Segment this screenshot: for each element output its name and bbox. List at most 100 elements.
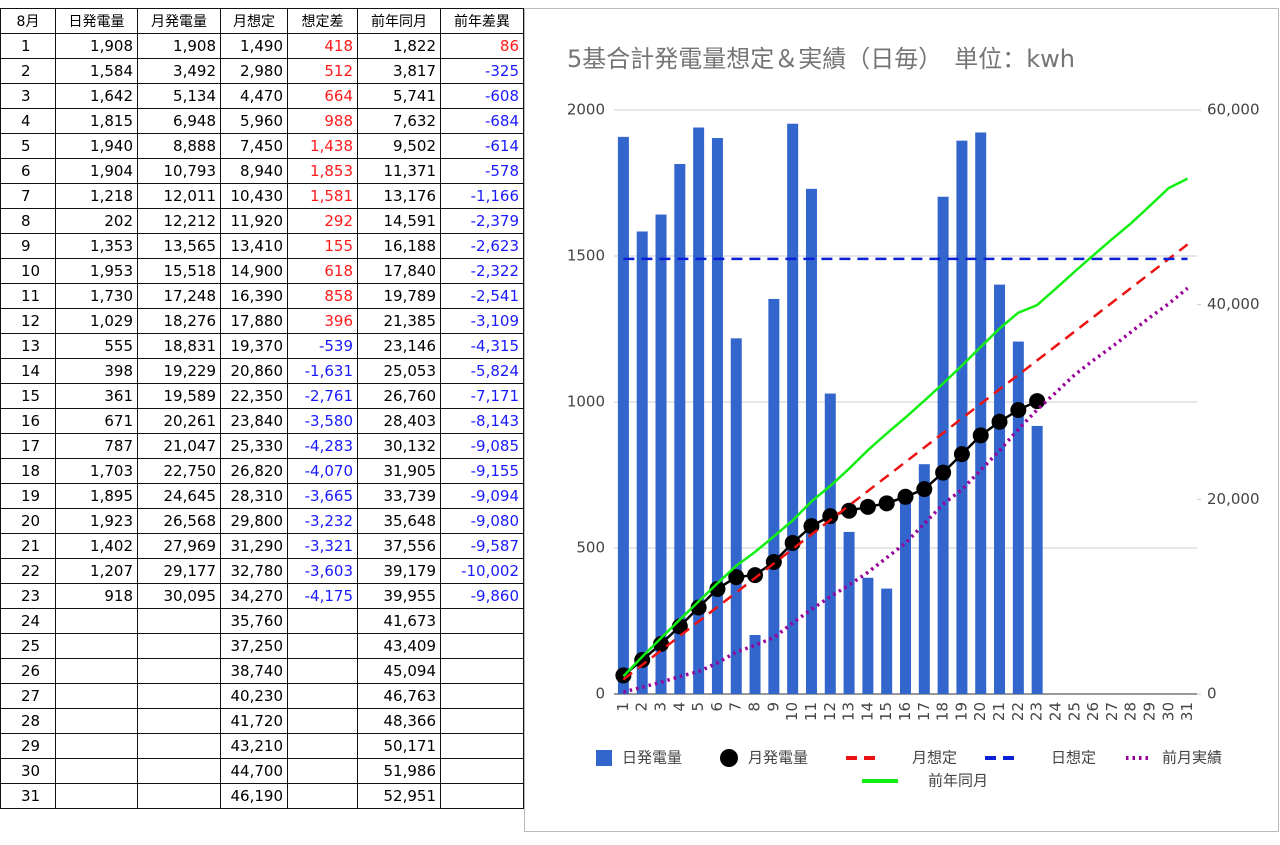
table-cell: 46,763 xyxy=(357,683,441,709)
point xyxy=(916,481,933,498)
table-cell: -614 xyxy=(440,133,524,159)
table-cell: 396 xyxy=(287,308,358,334)
table-cell: 19 xyxy=(0,483,56,509)
table-cell: 787 xyxy=(55,433,138,459)
table-cell: 1,853 xyxy=(287,158,358,184)
table-cell: -9,587 xyxy=(440,533,524,559)
point xyxy=(1029,393,1046,410)
table-row: 28 41,720 48,366 xyxy=(0,708,524,734)
x-tick-label: 16 xyxy=(896,702,914,721)
legend-label: 月発電量 xyxy=(748,749,808,767)
bar xyxy=(749,635,761,694)
table-cell: 30,132 xyxy=(357,433,441,459)
table-row: 16 671 20,261 23,840 -3,580 28,403 -8,143 xyxy=(0,408,524,434)
table-cell xyxy=(55,783,138,809)
table-cell: 35,648 xyxy=(357,508,441,534)
table-cell: -3,109 xyxy=(440,308,524,334)
table-cell: 1,895 xyxy=(55,483,138,509)
table-row: 11 1,730 17,248 16,390 858 19,789 -2,541 xyxy=(0,283,524,309)
x-tick-label: 17 xyxy=(915,702,933,721)
x-tick-label: 18 xyxy=(934,702,952,721)
table-cell: 43,409 xyxy=(357,633,441,659)
table-cell: 9 xyxy=(0,233,56,259)
table-row: 1 1,908 1,908 1,490 418 1,822 86 xyxy=(0,33,524,59)
x-tick-label: 13 xyxy=(840,702,858,721)
table-cell: -1,166 xyxy=(440,183,524,209)
table-cell xyxy=(287,783,358,809)
table-cell: -9,860 xyxy=(440,583,524,609)
table-row: 31 46,190 52,951 xyxy=(0,783,524,809)
point xyxy=(784,534,801,551)
table-cell: -4,283 xyxy=(287,433,358,459)
point xyxy=(991,413,1008,430)
table-cell: 22,750 xyxy=(137,458,221,484)
legend-label: 前年同月 xyxy=(928,772,988,790)
bar xyxy=(730,338,742,694)
table-row: 26 38,740 45,094 xyxy=(0,658,524,684)
x-tick-label: 29 xyxy=(1140,702,1158,721)
table-cell: 10,430 xyxy=(220,183,288,209)
x-tick-label: 31 xyxy=(1178,702,1196,721)
point xyxy=(747,567,764,584)
table-cell: -9,094 xyxy=(440,483,524,509)
point xyxy=(728,569,745,586)
table-cell: 1,642 xyxy=(55,83,138,109)
table-cell: 31 xyxy=(0,783,56,809)
point xyxy=(897,488,914,505)
x-tick-label: 20 xyxy=(971,702,989,721)
x-tick-label: 4 xyxy=(670,702,688,712)
column-header: 日発電量 xyxy=(55,8,138,34)
table-cell xyxy=(440,633,524,659)
table-cell: -2,379 xyxy=(440,208,524,234)
table-cell: 20,261 xyxy=(137,408,221,434)
table-row: 24 35,760 41,673 xyxy=(0,608,524,634)
table-row: 7 1,218 12,011 10,430 1,581 13,176 -1,166 xyxy=(0,183,524,209)
table-cell: 8,888 xyxy=(137,133,221,159)
table-cell: 37,556 xyxy=(357,533,441,559)
chart-title: 5基合計発電量想定＆実績（日毎） 単位：kwh xyxy=(567,45,1075,73)
y-tick-label: 1000 xyxy=(567,393,605,411)
table-cell: -9,080 xyxy=(440,508,524,534)
point xyxy=(634,652,651,669)
point xyxy=(935,464,952,481)
table-cell: 1,822 xyxy=(357,33,441,59)
legend-swatch xyxy=(596,750,612,766)
table-cell: 10,793 xyxy=(137,158,221,184)
table-cell: 31,905 xyxy=(357,458,441,484)
table-cell: 11,371 xyxy=(357,158,441,184)
y-tick-label: 1500 xyxy=(567,247,605,265)
x-tick-label: 12 xyxy=(821,702,839,721)
table-row: 9 1,353 13,565 13,410 155 16,188 -2,623 xyxy=(0,233,524,259)
point xyxy=(653,636,670,653)
table-cell: 7,450 xyxy=(220,133,288,159)
bar xyxy=(787,123,799,694)
table-cell: -325 xyxy=(440,58,524,84)
x-tick-label: 9 xyxy=(764,702,782,712)
bar xyxy=(975,132,987,694)
x-tick-label: 21 xyxy=(990,702,1008,721)
table-cell: 15,518 xyxy=(137,258,221,284)
point xyxy=(1010,402,1027,419)
table-cell: 21 xyxy=(0,533,56,559)
series-line xyxy=(622,286,1189,694)
x-tick-label: 25 xyxy=(1065,702,1083,721)
table-cell: 361 xyxy=(55,383,138,409)
table-cell: 1,904 xyxy=(55,158,138,184)
table-cell: 86 xyxy=(440,33,524,59)
table-cell: 22,350 xyxy=(220,383,288,409)
bar xyxy=(843,531,855,694)
table-cell: 28,310 xyxy=(220,483,288,509)
table-cell: 8,940 xyxy=(220,158,288,184)
table-cell: 20,860 xyxy=(220,358,288,384)
table-cell: -5,824 xyxy=(440,358,524,384)
table-cell xyxy=(137,683,221,709)
table-cell: 418 xyxy=(287,33,358,59)
table-cell: -4,315 xyxy=(440,333,524,359)
table-cell: 18,831 xyxy=(137,333,221,359)
table-row: 29 43,210 50,171 xyxy=(0,733,524,759)
table-cell xyxy=(137,783,221,809)
y2-tick-label: 0 xyxy=(1207,685,1217,703)
y2-tick-label: 40,000 xyxy=(1207,295,1260,313)
